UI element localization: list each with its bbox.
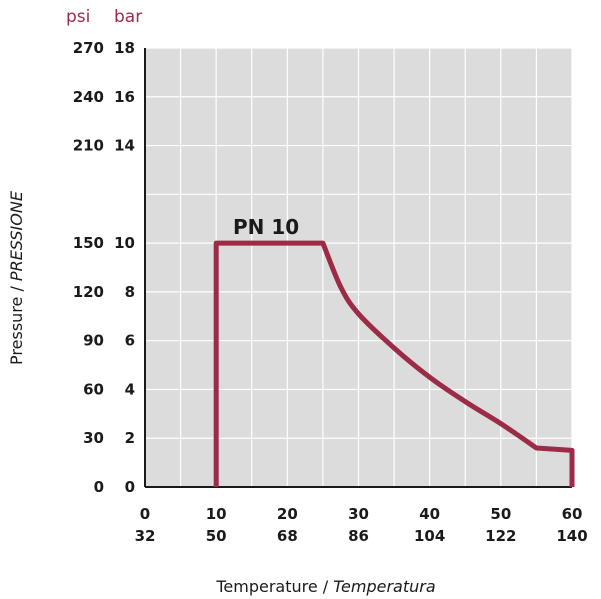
y-tick-label-bar: 2 [125,429,135,447]
x-tick-label-celsius: 40 [419,505,440,523]
y-tick-label-bar: 8 [125,283,135,301]
y-tick-label-bar: 6 [125,332,135,350]
series-label-pn10: PN 10 [233,215,299,239]
y-tick-labels: 0 0 30 2 60 4 90 6 120 8 150 10 210 14 240 16 270 18 [73,39,135,496]
y-tick-label-psi: 0 [94,478,104,496]
y-axis-title-regular: Pressure / [7,281,26,365]
y-tick-label-bar: 14 [114,137,135,155]
y-tick-label-psi: 210 [73,137,104,155]
x-tick-label-celsius: 50 [490,505,511,523]
y-tick-label-bar: 0 [125,478,135,496]
y-tick-label-bar: 10 [114,234,135,252]
x-tick-label-fahrenheit: 50 [206,527,227,545]
y-axis-title-italic: PRESSIONE [7,190,26,281]
y-tick-label-psi: 60 [83,380,104,398]
y-tick-label-psi: 90 [83,332,104,350]
x-tick-label-celsius: 20 [277,505,298,523]
unit-label-bar: bar [114,7,142,27]
unit-label-psi: psi [66,7,90,27]
x-tick-label-celsius: 0 [140,505,150,523]
y-tick-label-psi: 270 [73,39,104,57]
x-tick-label-fahrenheit: 122 [485,527,516,545]
y-tick-label-bar: 16 [114,88,135,106]
grid-lines [144,47,573,488]
x-tick-label-fahrenheit: 32 [135,527,156,545]
y-tick-label-psi: 240 [73,88,104,106]
x-tick-label-celsius: 30 [348,505,369,523]
y-tick-label-psi: 30 [83,429,104,447]
pn10-series-line [213,240,575,487]
y-tick-label-bar: 4 [125,380,135,398]
x-tick-label-fahrenheit: 140 [556,527,587,545]
y-axis-title: Pressure / PRESSIONE [7,190,26,365]
x-tick-label-fahrenheit: 68 [277,527,298,545]
x-axis-title-italic: Temperatura [333,577,435,596]
x-tick-label-celsius: 10 [206,505,227,523]
y-tick-label-bar: 18 [114,39,135,57]
x-tick-label-fahrenheit: 86 [348,527,369,545]
y-tick-label-psi: 120 [73,283,104,301]
x-tick-label-celsius: 60 [562,505,583,523]
x-axis-title: Temperature / Temperatura [215,577,435,596]
y-tick-label-psi: 150 [73,234,104,252]
x-axis-title-regular: Temperature / [215,577,333,596]
x-tick-label-fahrenheit: 104 [414,527,445,545]
x-tick-labels: 0 32 10 50 20 68 30 86 40 104 50 122 60 140 [135,505,588,545]
